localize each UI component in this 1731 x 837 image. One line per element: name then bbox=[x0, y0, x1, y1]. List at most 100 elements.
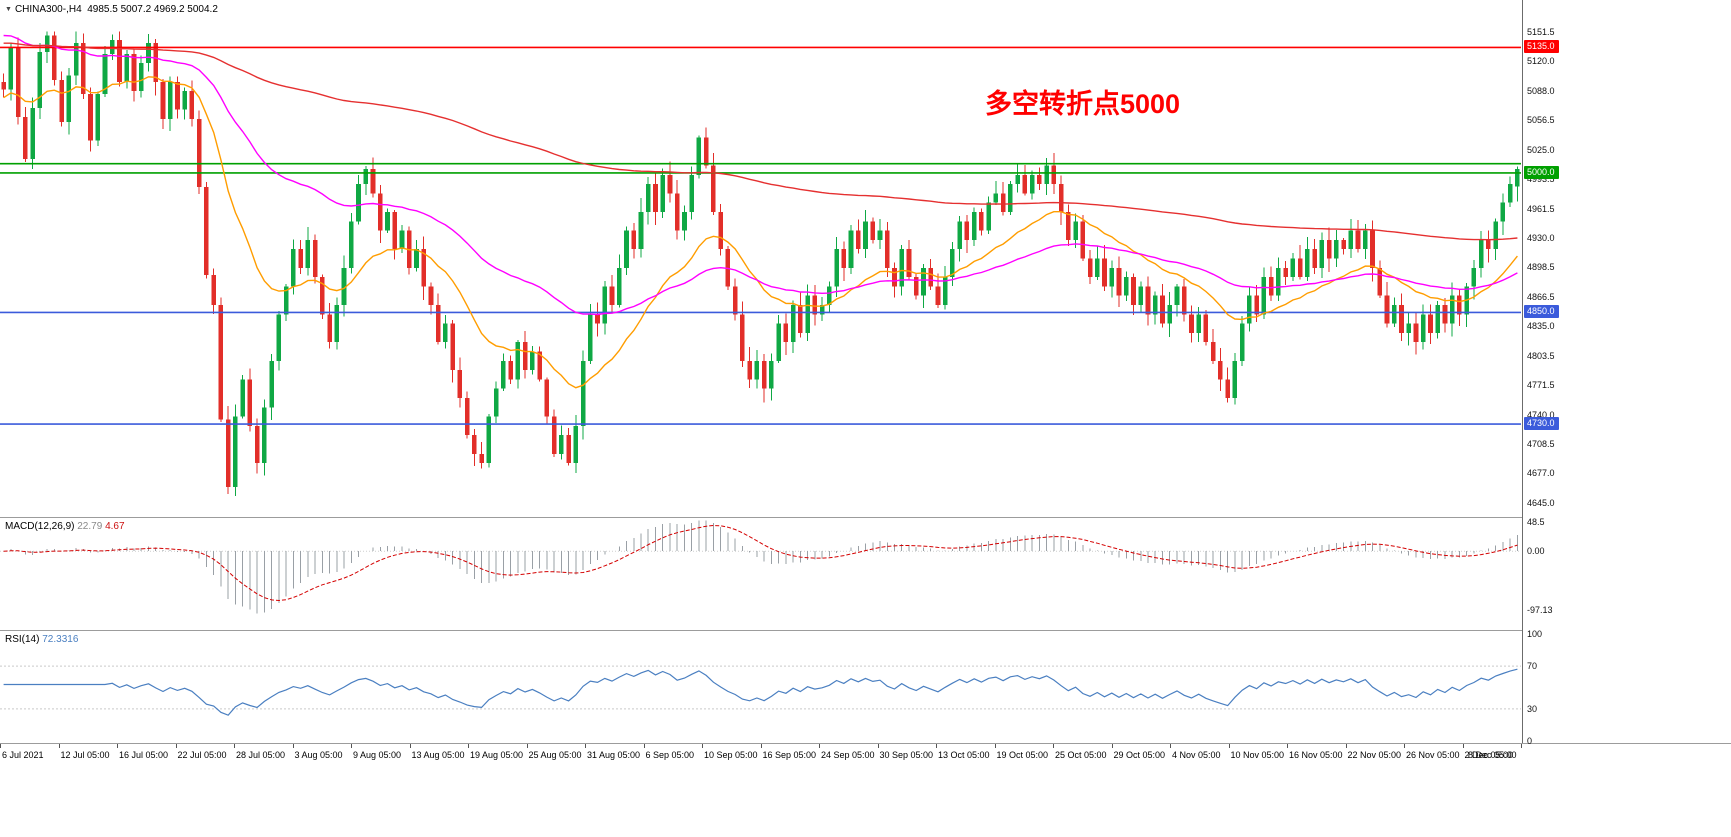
price-axis[interactable]: 5151.5 5120.0 5088.0 5056.5 5025.0 4993.5 4961… bbox=[1523, 0, 1731, 746]
candle-body bbox=[247, 379, 253, 426]
time-axis-label: 16 Nov 05:00 bbox=[1289, 750, 1343, 760]
time-tick-mark bbox=[1170, 744, 1171, 748]
candle-body bbox=[1015, 174, 1020, 185]
candle-body bbox=[283, 286, 289, 315]
candle-body bbox=[689, 174, 694, 213]
time-tick-mark bbox=[409, 744, 411, 748]
candle-body bbox=[892, 267, 897, 287]
candle-body bbox=[1160, 295, 1165, 324]
candle-body bbox=[1008, 184, 1013, 213]
candle-body bbox=[443, 323, 448, 343]
price-level-tag[interactable]: 5000.0 bbox=[1524, 165, 1559, 179]
candle-body bbox=[667, 174, 673, 194]
macd-canvas[interactable] bbox=[0, 518, 1522, 630]
price-tick-label: 4771.5 bbox=[1527, 380, 1555, 391]
candle-body bbox=[1268, 277, 1274, 296]
candle-body bbox=[761, 360, 767, 389]
candle-body bbox=[1087, 258, 1093, 278]
candle-body bbox=[1413, 323, 1419, 343]
candle-body bbox=[964, 221, 970, 240]
time-axis-label: 6 Jul 2021 bbox=[2, 750, 44, 760]
candle-body bbox=[341, 267, 347, 305]
candle-body bbox=[653, 184, 658, 213]
candle-body bbox=[682, 212, 687, 231]
candle-body bbox=[950, 249, 955, 278]
candle-body bbox=[827, 286, 832, 305]
price-level-tag[interactable]: 5135.0 bbox=[1524, 40, 1559, 54]
price-tick-label: 5025.0 bbox=[1527, 144, 1555, 155]
candle-body bbox=[537, 351, 542, 380]
candle-body bbox=[1080, 221, 1086, 259]
price-chart-panel[interactable]: ▼ CHINA300-,H4 4985.5 5007.2 4969.2 5004.… bbox=[0, 0, 1522, 517]
candle-body bbox=[153, 42, 159, 82]
candle-body bbox=[385, 212, 390, 231]
candle-body bbox=[1420, 314, 1426, 343]
candle-body bbox=[638, 212, 644, 250]
candle-body bbox=[102, 53, 108, 94]
price-chart-canvas[interactable] bbox=[0, 0, 1522, 517]
candle-body bbox=[1066, 212, 1071, 240]
candle-body bbox=[138, 63, 144, 92]
candle-body bbox=[1507, 184, 1513, 203]
time-axis-label: 19 Aug 05:00 bbox=[470, 750, 524, 760]
candle-body bbox=[1138, 286, 1144, 305]
candle-body bbox=[1094, 258, 1100, 278]
macd-indicator-panel[interactable]: MACD(12,26,9) 22.79 4.67 bbox=[0, 518, 1522, 630]
candle-body bbox=[515, 342, 521, 380]
price-axis-divider bbox=[1522, 0, 1523, 743]
candle-body bbox=[1029, 174, 1035, 194]
candle-body bbox=[66, 75, 72, 122]
candle-body bbox=[435, 304, 441, 343]
candle-body bbox=[305, 239, 311, 268]
candle-body bbox=[472, 435, 477, 454]
macd-histogram bbox=[10, 520, 1518, 614]
candle-body bbox=[167, 81, 173, 120]
rsi-indicator-panel[interactable]: RSI(14) 72.3316 bbox=[0, 631, 1522, 743]
candle-body bbox=[1493, 221, 1498, 250]
time-axis-label: 28 Jul 05:00 bbox=[236, 750, 286, 760]
candle-body bbox=[1334, 239, 1339, 259]
candle-body bbox=[913, 277, 919, 296]
candle-body bbox=[1435, 304, 1441, 333]
candle-body bbox=[740, 314, 745, 361]
panel-separator[interactable] bbox=[0, 517, 1731, 518]
candle-body bbox=[863, 221, 868, 250]
candle-body bbox=[1123, 277, 1129, 296]
candle-body bbox=[1225, 379, 1230, 398]
candle-body bbox=[131, 53, 137, 92]
candle-body bbox=[718, 212, 723, 250]
macd-tick-label: 0.00 bbox=[1527, 546, 1545, 557]
time-tick-mark bbox=[117, 744, 118, 748]
price-level-tag[interactable]: 4850.0 bbox=[1524, 305, 1559, 319]
chart-annotation-text[interactable]: 多空转折点5000 bbox=[985, 89, 1181, 119]
time-axis-label: 13 Aug 05:00 bbox=[411, 750, 465, 760]
time-axis-label: 22 Jul 05:00 bbox=[177, 750, 227, 760]
candle-body bbox=[218, 304, 224, 420]
candle-body bbox=[1457, 295, 1462, 315]
candle-body bbox=[1, 81, 6, 90]
candle-body bbox=[645, 184, 651, 213]
candle-body bbox=[37, 52, 43, 108]
time-tick-mark bbox=[234, 744, 235, 748]
candle-body bbox=[819, 304, 825, 315]
candle-body bbox=[790, 304, 796, 343]
candle-body bbox=[870, 221, 876, 240]
panel-separator[interactable] bbox=[0, 743, 1731, 744]
time-tick-mark bbox=[1521, 744, 1522, 748]
price-level-tag[interactable]: 4730.0 bbox=[1524, 417, 1559, 430]
ma-fast-orange-line bbox=[3, 76, 1518, 389]
candle-body bbox=[1406, 323, 1412, 333]
rsi-canvas[interactable] bbox=[0, 631, 1522, 743]
symbol-dropdown-icon[interactable]: ▼ bbox=[5, 6, 12, 13]
candle-body bbox=[1254, 295, 1259, 315]
price-tick-label: 5120.0 bbox=[1527, 56, 1555, 67]
rsi-value: 72.3316 bbox=[42, 634, 79, 645]
time-axis[interactable]: 6 Jul 2021 12 Jul 05:00 16 Jul 05:00 22 Jul… bbox=[0, 744, 1731, 770]
candle-body bbox=[428, 286, 434, 305]
candle-body bbox=[1210, 342, 1216, 361]
candle-body bbox=[204, 186, 209, 276]
time-axis-label: 3 Aug 05:00 bbox=[294, 750, 343, 760]
panel-separator[interactable] bbox=[0, 630, 1731, 631]
candle-body bbox=[783, 323, 789, 343]
candle-body bbox=[334, 304, 340, 343]
